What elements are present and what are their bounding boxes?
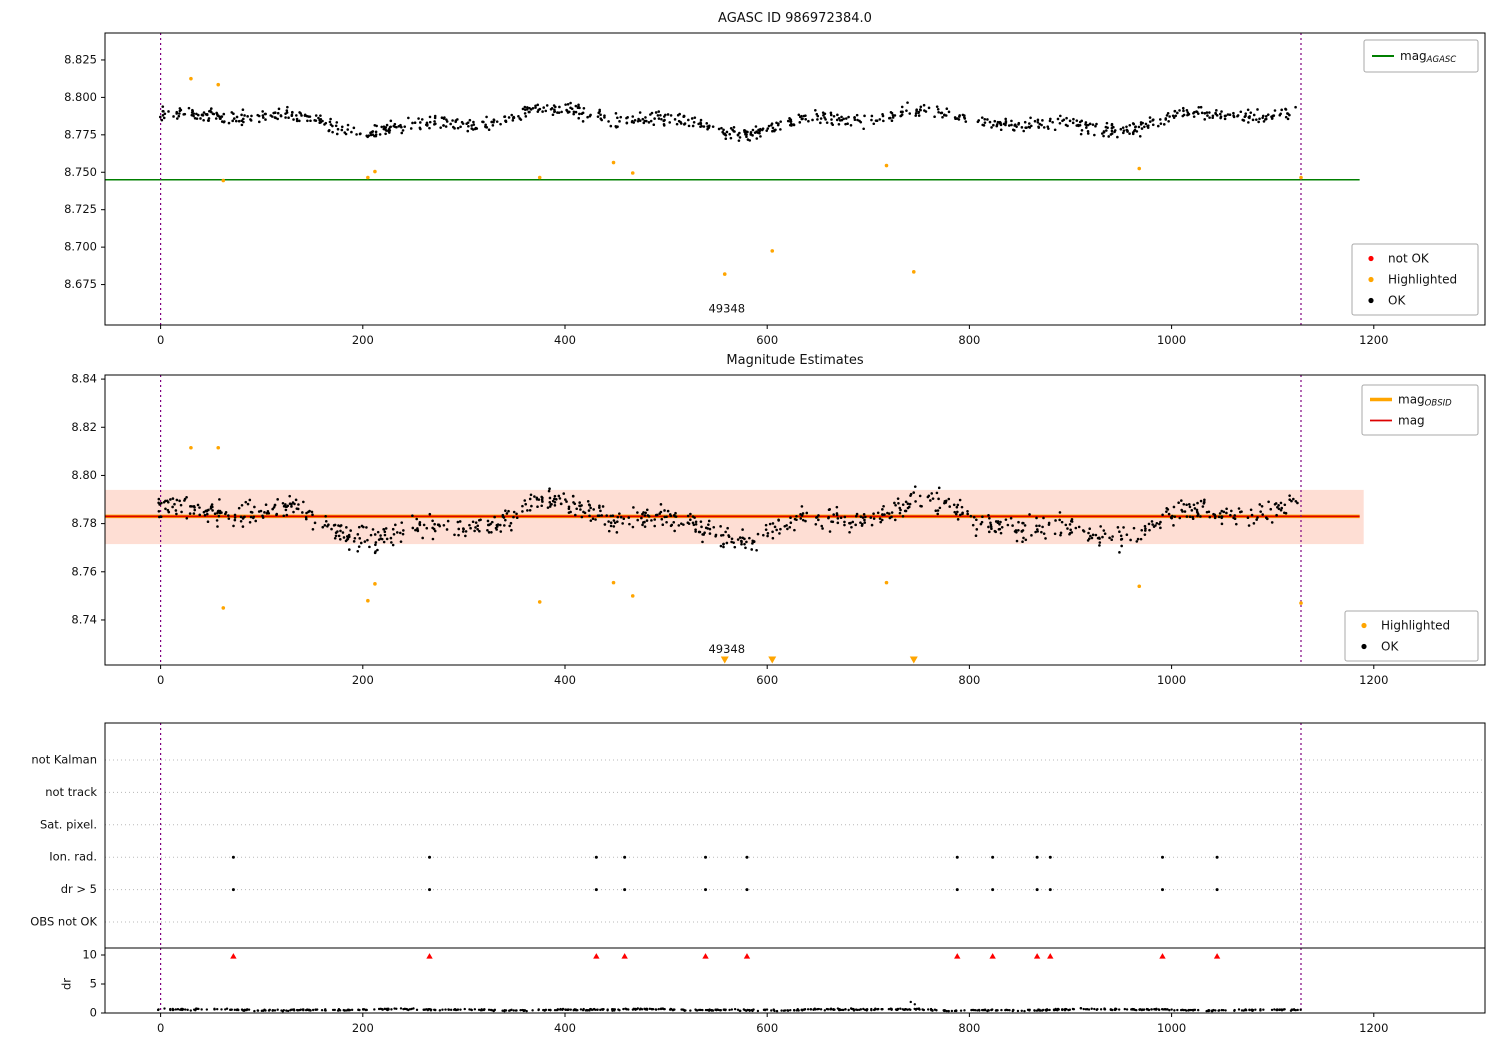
svg-text:8.76: 8.76 — [71, 564, 97, 578]
svg-text:OBS not OK: OBS not OK — [30, 915, 97, 929]
flags-dr-plot: not Kalman not track Sat. pixel. Ion. rad. d… — [30, 722, 1486, 1035]
svg-text:0: 0 — [90, 1006, 97, 1020]
svg-text:dr: dr — [60, 978, 74, 990]
agasc-mag-plot-points — [158, 76, 1303, 276]
svg-text:200: 200 — [352, 1021, 374, 1035]
svg-text:200: 200 — [352, 673, 374, 687]
svg-text:Highlighted: Highlighted — [1388, 272, 1457, 286]
svg-text:Sat. pixel.: Sat. pixel. — [40, 817, 97, 831]
svg-text:49348: 49348 — [708, 301, 745, 315]
svg-text:AGASC ID 986972384.0: AGASC ID 986972384.0 — [718, 11, 872, 26]
dr-points — [156, 1000, 1302, 1013]
svg-text:mag: mag — [1398, 413, 1425, 427]
svg-text:not OK: not OK — [1388, 251, 1430, 265]
svg-text:800: 800 — [958, 1021, 980, 1035]
svg-text:8.675: 8.675 — [64, 277, 97, 291]
svg-text:1200: 1200 — [1359, 673, 1388, 687]
svg-text:8.74: 8.74 — [71, 612, 97, 626]
svg-text:0: 0 — [157, 1021, 164, 1035]
svg-text:600: 600 — [756, 333, 778, 347]
svg-text:8.84: 8.84 — [71, 372, 97, 386]
svg-text:1200: 1200 — [1359, 1021, 1388, 1035]
svg-text:400: 400 — [554, 1021, 576, 1035]
svg-text:200: 200 — [352, 333, 374, 347]
svg-text:600: 600 — [756, 673, 778, 687]
svg-text:10: 10 — [82, 948, 97, 962]
svg-text:0: 0 — [157, 673, 164, 687]
magnitude-estimates-plot-points — [157, 445, 1303, 610]
svg-text:8.825: 8.825 — [64, 52, 97, 66]
svg-text:400: 400 — [554, 673, 576, 687]
svg-text:8.725: 8.725 — [64, 202, 97, 216]
svg-text:8.700: 8.700 — [64, 240, 97, 254]
svg-text:8.80: 8.80 — [71, 468, 97, 482]
svg-text:8.78: 8.78 — [71, 516, 97, 530]
svg-text:49348: 49348 — [708, 642, 745, 656]
svg-text:8.800: 8.800 — [64, 90, 97, 104]
svg-text:8.775: 8.775 — [64, 127, 97, 141]
agasc-mag-plot: 49348 8.675 8.700 8.725 8.750 8.775 8.800 8.825… — [64, 11, 1486, 347]
svg-text:OK: OK — [1381, 639, 1399, 653]
svg-text:5: 5 — [90, 977, 97, 991]
svg-text:1200: 1200 — [1359, 333, 1388, 347]
svg-text:1000: 1000 — [1157, 673, 1186, 687]
svg-text:800: 800 — [958, 333, 980, 347]
svg-text:8.750: 8.750 — [64, 165, 97, 179]
svg-text:not Kalman: not Kalman — [31, 753, 97, 767]
svg-text:Magnitude Estimates: Magnitude Estimates — [726, 353, 863, 368]
svg-text:800: 800 — [958, 673, 980, 687]
svg-text:1000: 1000 — [1157, 1021, 1186, 1035]
svg-text:Highlighted: Highlighted — [1381, 618, 1450, 632]
svg-text:dr > 5: dr > 5 — [61, 882, 97, 896]
svg-text:magAGASC: magAGASC — [1400, 49, 1456, 65]
svg-text:OK: OK — [1388, 293, 1406, 307]
svg-text:Ion. rad.: Ion. rad. — [49, 850, 97, 864]
svg-text:400: 400 — [554, 333, 576, 347]
svg-text:magOBSID: magOBSID — [1398, 392, 1452, 408]
svg-text:0: 0 — [157, 333, 164, 347]
svg-text:not track: not track — [45, 785, 97, 799]
svg-text:8.82: 8.82 — [71, 420, 97, 434]
svg-text:600: 600 — [756, 1021, 778, 1035]
magnitude-estimates-plot: 49348 8.74 8.76 8.78 8.80 8.82 8.84 0 200 400 600 8… — [71, 353, 1486, 687]
svg-text:1000: 1000 — [1157, 333, 1186, 347]
